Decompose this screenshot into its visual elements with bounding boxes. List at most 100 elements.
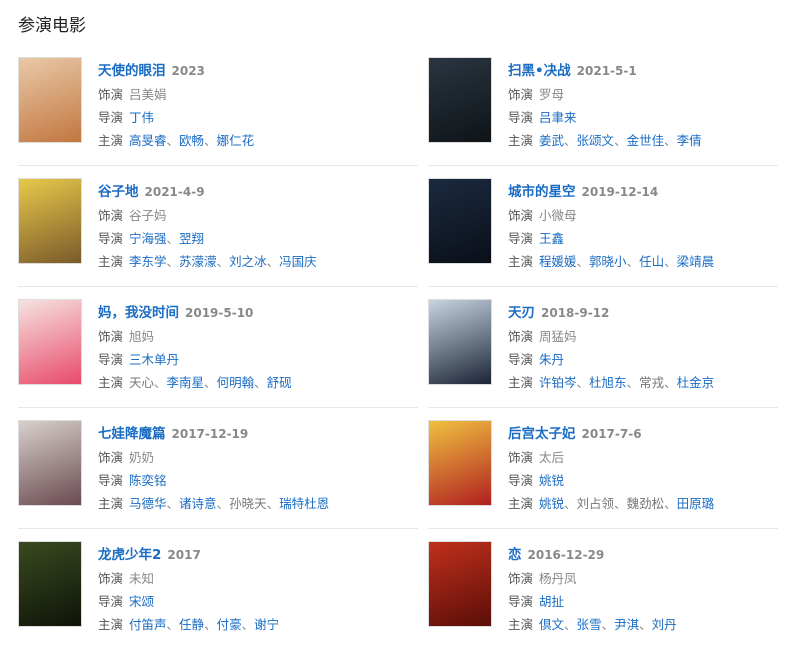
separator: 、 (664, 133, 677, 148)
movie-title-link[interactable]: 天使的眼泪 (98, 63, 166, 79)
person-link[interactable]: 何明翰 (216, 375, 255, 390)
person-link[interactable]: 刘丹 (651, 617, 677, 632)
release-date: 2016-12-29 (527, 548, 605, 562)
movie-poster[interactable] (18, 57, 82, 143)
person-link[interactable]: 吕聿来 (539, 110, 577, 125)
movie-title-link[interactable]: 城市的星空 (508, 184, 576, 200)
person-link[interactable]: 杜金京 (676, 375, 715, 390)
person-link[interactable]: 诸诗意 (179, 496, 217, 511)
person-link[interactable]: 瑞特杜恩 (279, 496, 330, 511)
director-label: 导演 (508, 594, 534, 609)
person-link[interactable]: 陈奕铭 (129, 473, 167, 488)
cast-label: 主演 (508, 496, 534, 511)
person-link[interactable]: 翌翔 (179, 231, 205, 246)
separator: 、 (664, 375, 677, 390)
person-link[interactable]: 苏濛濛 (179, 254, 217, 269)
role-name: 杨丹凤 (539, 571, 577, 586)
role-label: 饰演 (98, 208, 124, 223)
person-link[interactable]: 张雪 (576, 617, 602, 632)
person-link[interactable]: 尹淇 (614, 617, 640, 632)
movie-poster[interactable] (428, 57, 492, 143)
person-link[interactable]: 李东学 (129, 254, 167, 269)
role-label: 饰演 (508, 87, 534, 102)
movie-poster[interactable] (18, 420, 82, 506)
movie-title-link[interactable]: 谷子地 (98, 184, 139, 200)
person-link[interactable]: 宁海强 (129, 231, 167, 246)
movie-title-link[interactable]: 扫黑•决战 (508, 63, 571, 79)
movie-item: 扫黑•决战 2021-5-1 饰演 罗母 导演 吕聿来 主演 姜武、张颂文、金世佳、李倩 (428, 57, 788, 178)
person-link[interactable]: 欧畅 (179, 133, 205, 148)
person-link[interactable]: 张颂文 (576, 133, 615, 148)
cast-label: 主演 (508, 133, 534, 148)
person-link[interactable]: 孙晓天 (229, 496, 267, 511)
separator: 、 (626, 375, 640, 390)
person-link[interactable]: 丁伟 (129, 110, 155, 125)
person-link[interactable]: 付笛声 (129, 617, 167, 632)
separator: 、 (614, 496, 627, 511)
person-link[interactable]: 李倩 (676, 133, 702, 148)
release-date: 2017-7-6 (581, 427, 642, 441)
person-link[interactable]: 宋颂 (129, 594, 155, 609)
separator: 、 (166, 231, 180, 246)
movie-poster[interactable] (428, 420, 492, 506)
cast-label: 主演 (98, 133, 124, 148)
person-link[interactable]: 娜仁花 (216, 133, 255, 148)
person-link[interactable]: 舒砚 (266, 375, 292, 390)
role-name: 罗母 (539, 87, 565, 102)
role-label: 饰演 (98, 87, 124, 102)
movie-poster[interactable] (18, 178, 82, 264)
person-link[interactable]: 田原璐 (676, 496, 715, 511)
person-link[interactable]: 刘之冰 (229, 254, 267, 269)
separator: 、 (626, 254, 640, 269)
person-link[interactable]: 程媛媛 (539, 254, 577, 269)
person-link[interactable]: 胡扯 (539, 594, 565, 609)
person-link[interactable]: 杜旭东 (589, 375, 627, 390)
movie-title-link[interactable]: 后宫太子妃 (508, 426, 576, 442)
person-link[interactable]: 姜武 (539, 133, 565, 148)
person-link[interactable]: 天心 (129, 375, 155, 390)
movie-title-link[interactable]: 七娃降魔篇 (98, 426, 166, 442)
person-link[interactable]: 朱丹 (539, 352, 565, 367)
movie-poster[interactable] (18, 299, 82, 385)
person-link[interactable]: 三木单丹 (129, 352, 180, 367)
person-link[interactable]: 魏劲松 (626, 496, 665, 511)
role-label: 饰演 (98, 329, 124, 344)
release-date: 2017 (167, 548, 201, 562)
person-link[interactable]: 梁靖晨 (676, 254, 715, 269)
person-link[interactable]: 姚锐 (539, 496, 565, 511)
movie-poster[interactable] (18, 541, 82, 627)
movie-title-link[interactable]: 恋 (508, 547, 522, 563)
person-link[interactable]: 金世佳 (626, 133, 665, 148)
movie-title-link[interactable]: 天刃 (508, 305, 535, 321)
person-link[interactable]: 常戎 (639, 375, 665, 390)
separator: 、 (664, 254, 677, 269)
section-title: 参演电影 (18, 16, 86, 36)
movie-item: 天使的眼泪 2023 饰演 吕美娟 导演 丁伟 主演 高旻睿、欧畅、娜仁花 (18, 57, 428, 178)
person-link[interactable]: 郭晓小 (589, 254, 627, 269)
person-link[interactable]: 刘占领 (576, 496, 615, 511)
person-link[interactable]: 谢宁 (254, 617, 280, 632)
movie-poster[interactable] (428, 541, 492, 627)
separator: 、 (154, 375, 167, 390)
movie-poster[interactable] (428, 178, 492, 264)
separator: 、 (564, 496, 577, 511)
person-link[interactable]: 姚锐 (539, 473, 565, 488)
person-link[interactable]: 王鑫 (539, 231, 565, 246)
movie-title-link[interactable]: 龙虎少年2 (98, 547, 162, 563)
movie-item: 城市的星空 2019-12-14 饰演 小微母 导演 王鑫 主演 程媛媛、郭晓小、任山、… (428, 178, 788, 299)
person-link[interactable]: 任静 (179, 617, 205, 632)
movie-poster[interactable] (428, 299, 492, 385)
person-link[interactable]: 付豪 (216, 617, 242, 632)
movie-title-link[interactable]: 妈，我没时间 (98, 305, 179, 321)
person-link[interactable]: 倶文 (539, 617, 565, 632)
separator: 、 (266, 254, 280, 269)
separator: 、 (639, 617, 652, 632)
cast-label: 主演 (508, 617, 534, 632)
person-link[interactable]: 冯国庆 (279, 254, 317, 269)
person-link[interactable]: 李南星 (166, 375, 205, 390)
person-link[interactable]: 马德华 (129, 496, 167, 511)
person-link[interactable]: 许铂岑 (539, 375, 577, 390)
person-link[interactable]: 高旻睿 (129, 133, 167, 148)
role-label: 饰演 (98, 571, 124, 586)
person-link[interactable]: 任山 (639, 254, 665, 269)
